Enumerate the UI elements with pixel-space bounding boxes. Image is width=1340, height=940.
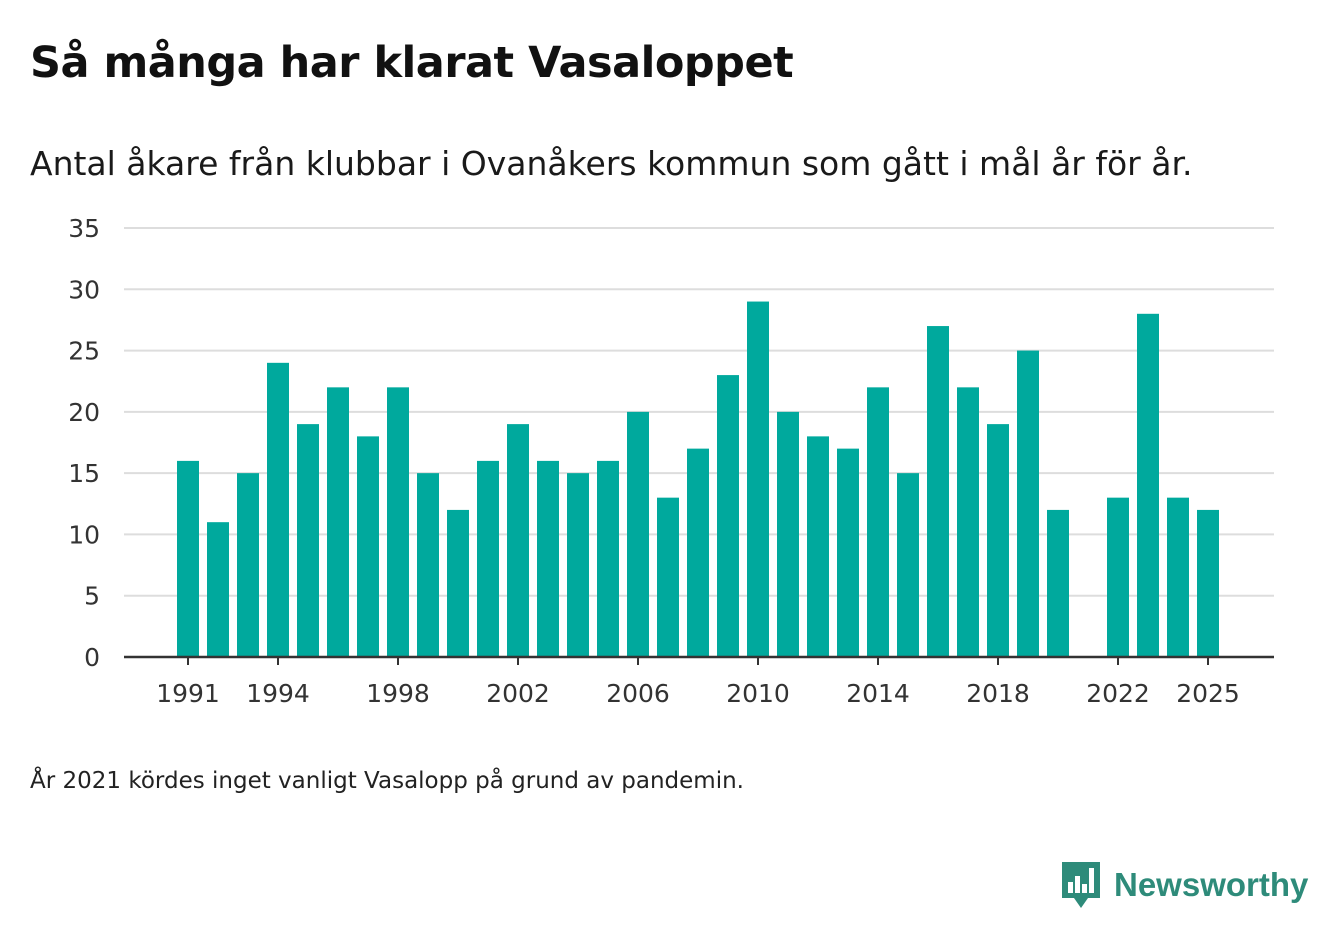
bar-1993 xyxy=(237,473,259,657)
y-tick-label-15: 15 xyxy=(68,459,100,488)
bar-2002 xyxy=(507,424,529,657)
bar-1991 xyxy=(177,460,199,657)
x-tick-label-2006: 2006 xyxy=(606,679,670,708)
bar-2011 xyxy=(777,411,799,657)
bar-2016 xyxy=(927,326,949,657)
bar-2003 xyxy=(537,460,559,657)
y-tick-label-5: 5 xyxy=(84,582,100,611)
x-tick-label-2025: 2025 xyxy=(1176,679,1240,708)
bar-2012 xyxy=(807,436,829,657)
bar-2006 xyxy=(627,411,649,657)
bar-1995 xyxy=(297,424,319,657)
bar-2019 xyxy=(1017,350,1039,657)
bar-2007 xyxy=(657,497,679,657)
newsworthy-bar-chart-icon xyxy=(1062,862,1100,908)
x-tick-label-2010: 2010 xyxy=(726,679,790,708)
y-tick-label-30: 30 xyxy=(68,275,100,304)
y-tick-label-20: 20 xyxy=(68,398,100,427)
brand-logo[interactable]: Newsworthy xyxy=(1060,860,1308,910)
y-tick-label-0: 0 xyxy=(84,643,100,672)
bar-2008 xyxy=(687,448,709,657)
bar-2014 xyxy=(867,387,889,657)
bar-1997 xyxy=(357,436,379,657)
x-tick-label-2014: 2014 xyxy=(846,679,910,708)
bar-2024 xyxy=(1167,497,1189,657)
bars xyxy=(177,301,1219,657)
bar-2017 xyxy=(957,387,979,657)
chart-subtitle: Antal åkare från klubbar i Ovanåkers kom… xyxy=(30,144,1193,183)
bar-2023 xyxy=(1137,313,1159,657)
y-tick-label-10: 10 xyxy=(68,520,100,549)
y-tick-label-25: 25 xyxy=(68,337,100,366)
x-tick-label-1994: 1994 xyxy=(246,679,310,708)
bar-1999 xyxy=(417,473,439,657)
bar-2000 xyxy=(447,509,469,657)
bar-2022 xyxy=(1107,497,1129,657)
bar-2013 xyxy=(837,448,859,657)
bar-1996 xyxy=(327,387,349,657)
y-tick-label-35: 35 xyxy=(68,214,100,243)
brand-name: Newsworthy xyxy=(1114,866,1309,903)
bar-2025 xyxy=(1197,509,1219,657)
x-tick-label-2018: 2018 xyxy=(966,679,1030,708)
x-tick-label-1998: 1998 xyxy=(366,679,430,708)
bar-2009 xyxy=(717,375,739,657)
footnote: År 2021 kördes inget vanligt Vasalopp på… xyxy=(30,768,744,794)
bar-2010 xyxy=(747,301,769,657)
bar-1998 xyxy=(387,387,409,657)
x-tick-label-1991: 1991 xyxy=(156,679,220,708)
chart-title: Så många har klarat Vasaloppet xyxy=(30,38,794,88)
bar-2015 xyxy=(897,473,919,657)
x-tick-label-2002: 2002 xyxy=(486,679,550,708)
bar-2020 xyxy=(1047,509,1069,657)
x-tick-label-2022: 2022 xyxy=(1086,679,1150,708)
bar-1992 xyxy=(207,522,229,657)
bar-2018 xyxy=(987,424,1009,657)
bar-1994 xyxy=(267,362,289,657)
bar-2005 xyxy=(597,460,619,657)
bar-2004 xyxy=(567,473,589,657)
bar-2001 xyxy=(477,460,499,657)
